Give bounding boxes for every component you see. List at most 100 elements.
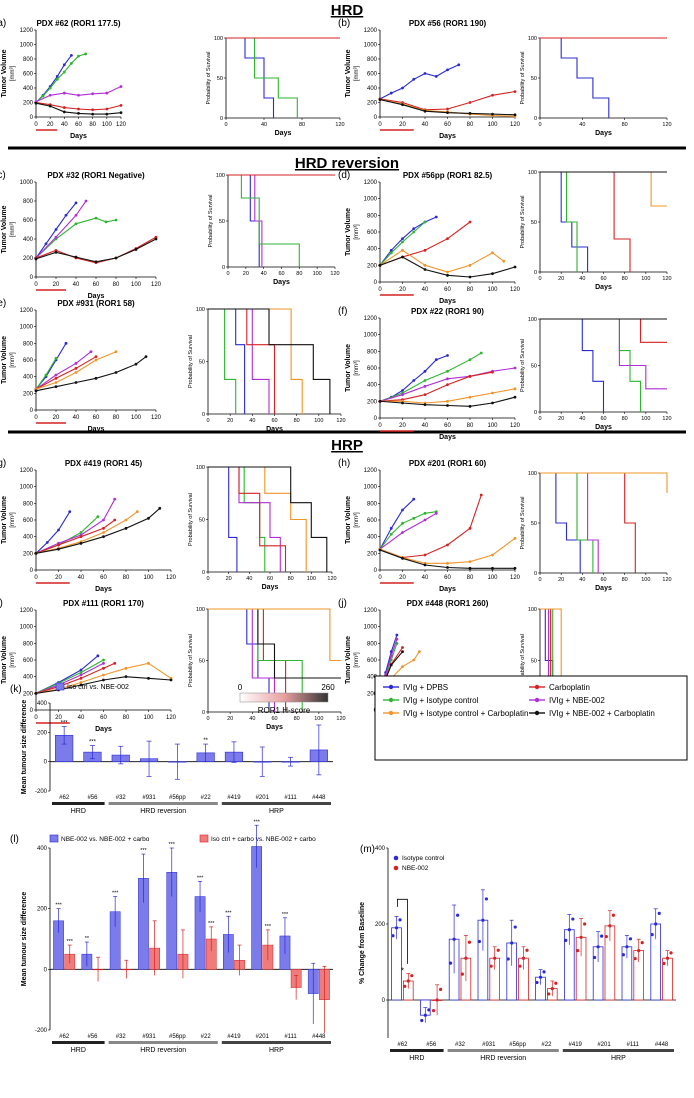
- group-underline: [108, 1041, 218, 1044]
- data-point: [119, 85, 123, 88]
- survival-curve: [208, 308, 303, 414]
- legend-marker: [388, 684, 394, 690]
- colorbar-min: 0: [238, 683, 243, 692]
- y-tick-label: 50: [531, 220, 537, 226]
- individual-point: [669, 951, 673, 955]
- x-tick-label: 60: [444, 122, 451, 128]
- individual-point: [542, 970, 546, 974]
- x-tick-label: 40: [422, 575, 429, 581]
- category-label: #56: [426, 1042, 437, 1048]
- y-tick-label: 200: [23, 551, 34, 557]
- data-point: [446, 566, 449, 569]
- data-point: [389, 91, 393, 95]
- x-tick-label: 20: [53, 282, 60, 288]
- y-axis-label: Mean tumour size difference: [21, 892, 28, 987]
- data-point: [446, 543, 449, 547]
- y-tick-label: 600: [367, 518, 378, 524]
- section-title-hrd-reversion: HRD reversion: [295, 155, 399, 172]
- y-tick-label: 0: [30, 568, 34, 574]
- category-label: #32: [455, 1042, 466, 1048]
- category-label: #62: [59, 795, 70, 801]
- y-tick-label: 0: [30, 408, 34, 414]
- section-title-hrp: HRP: [331, 437, 363, 454]
- x-tick-label: 40: [261, 122, 267, 128]
- y-tick-label: 400: [23, 535, 34, 541]
- data-point: [147, 676, 150, 680]
- colorbar-max: 260: [321, 683, 335, 692]
- x-tick-label: 80: [622, 122, 628, 128]
- group-underline: [221, 1041, 331, 1044]
- individual-point: [625, 945, 629, 949]
- x-tick-label: 80: [299, 122, 305, 128]
- data-point: [468, 395, 472, 399]
- x-tick-label: 100: [314, 716, 323, 722]
- y-tick-label: 1000: [20, 43, 34, 49]
- data-point: [412, 379, 416, 382]
- y-tick-label: 600: [23, 218, 34, 224]
- y-axis-label: Tumor Volume: [1, 205, 8, 253]
- y-tick-label: 100: [196, 465, 205, 471]
- x-tick-label: 80: [123, 715, 130, 721]
- y-tick-label: 1200: [364, 316, 378, 322]
- data-point: [102, 666, 105, 670]
- series-line: [35, 356, 147, 392]
- y-tick-label: 100: [528, 471, 537, 477]
- x-axis-label: Days: [266, 724, 283, 731]
- data-point: [96, 515, 100, 519]
- x-tick-label: 100: [641, 276, 650, 282]
- x-tick-label: 40: [422, 423, 429, 429]
- individual-point: [518, 964, 522, 968]
- individual-point: [460, 972, 464, 976]
- legend-item-label: IVIg + NBE-002 + Carboplatin: [549, 709, 655, 718]
- individual-point: [431, 1009, 436, 1013]
- category-label: #448: [655, 1042, 669, 1048]
- survival-chart-d_surv: 0 50 100 0 20 40 60 80 100 120 Days Probability of …: [520, 170, 672, 291]
- x-tick-label: 80: [113, 415, 120, 421]
- significance-star: *: [401, 966, 404, 975]
- legend-marker: [534, 710, 540, 716]
- data-point: [124, 675, 128, 679]
- series-line: [379, 216, 437, 266]
- individual-point: [583, 922, 587, 926]
- data-point: [57, 528, 60, 532]
- data-point: [113, 518, 117, 522]
- data-point: [154, 237, 158, 241]
- category-label: #32: [116, 795, 127, 801]
- group-underline: [108, 802, 218, 805]
- significance-stars: ***: [89, 740, 97, 746]
- series-line: [379, 64, 460, 100]
- data-point: [74, 381, 78, 384]
- panel-letter: (g): [0, 458, 6, 469]
- x-tick-label: 120: [335, 122, 344, 128]
- y-axis-label: Probability of Survival: [520, 339, 526, 392]
- individual-point: [538, 975, 543, 979]
- group-underline: [447, 1049, 559, 1052]
- data-point: [401, 103, 404, 107]
- survival-curve: [540, 318, 605, 412]
- data-point: [412, 230, 416, 234]
- individual-point: [547, 992, 551, 996]
- data-point: [468, 374, 472, 378]
- category-label: #931: [142, 1034, 156, 1040]
- y-axis-unit: [mm³]: [10, 652, 16, 668]
- data-point: [91, 112, 95, 116]
- y-tick-label: 100: [216, 173, 225, 179]
- data-point: [54, 356, 58, 360]
- data-point: [102, 518, 105, 522]
- survival-curve: [208, 308, 237, 414]
- category-label: #419: [569, 1042, 583, 1048]
- y-tick-label: 600: [23, 658, 34, 664]
- series-line: [35, 351, 92, 390]
- panel-letter: (f): [338, 306, 347, 317]
- data-point: [54, 381, 58, 384]
- data-point: [74, 201, 78, 205]
- x-tick-label: 120: [151, 415, 162, 421]
- y-tick-label: 800: [367, 501, 378, 507]
- y-tick-label: 800: [23, 501, 34, 507]
- individual-point: [467, 940, 472, 944]
- category-label: #56: [87, 795, 98, 801]
- individual-point: [435, 998, 439, 1002]
- data-point: [468, 566, 472, 570]
- y-tick-label: 1200: [20, 468, 34, 474]
- legend-marker: [393, 855, 399, 861]
